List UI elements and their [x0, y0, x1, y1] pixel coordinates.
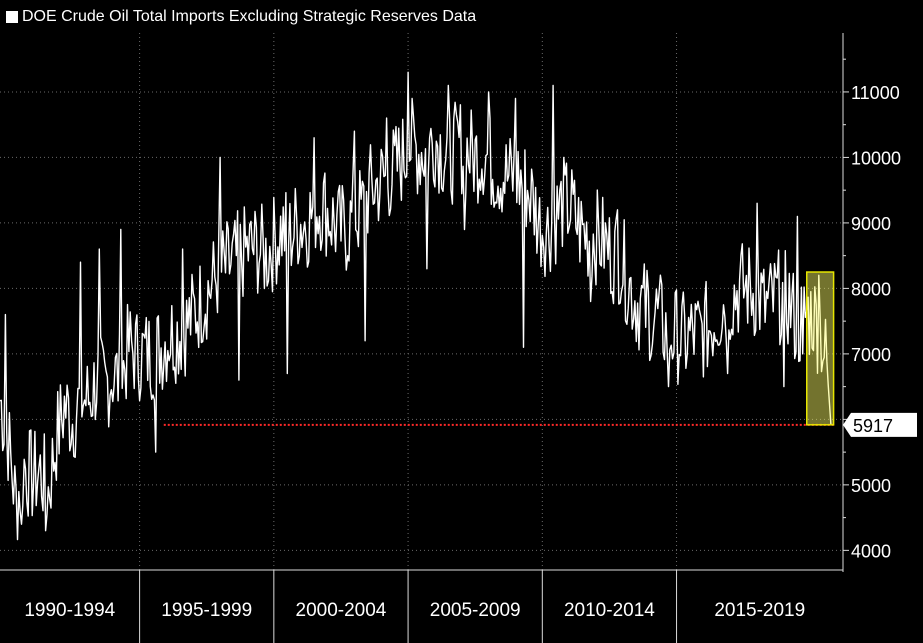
highlight-box	[806, 271, 835, 426]
legend-swatch	[6, 11, 18, 23]
x-tick-label: 2005-2009	[430, 600, 521, 621]
axis-layer: 4000 5000 7000 8000 9000 10000 11000 5917 1990-1…	[0, 33, 917, 643]
x-tick-label: 2000-2004	[296, 600, 387, 621]
series-layer	[0, 71, 832, 541]
x-tick-label: 1990-1994	[24, 600, 115, 621]
last-value-tag	[843, 412, 917, 437]
x-tick-label: 1995-1999	[161, 600, 252, 621]
chart-title: DOE Crude Oil Total Imports Excluding St…	[22, 8, 477, 25]
highlight-layer	[163, 271, 835, 426]
x-tick-label: 2010-2014	[564, 600, 655, 621]
series-line	[0, 71, 832, 541]
x-tick-label: 2015-2019	[714, 600, 805, 621]
y-tick-label: 5000	[851, 476, 891, 496]
grid-layer	[0, 33, 843, 570]
y-tick-label: 11000	[851, 83, 900, 103]
y-tick-label: 4000	[851, 541, 891, 561]
y-tick-label: 7000	[851, 345, 891, 365]
y-tick-label: 8000	[851, 279, 891, 299]
chart-legend: DOE Crude Oil Total Imports Excluding St…	[6, 8, 476, 26]
y-tick-label: 10000	[851, 148, 901, 168]
y-tick-label: 9000	[851, 214, 891, 234]
last-value-label: 5917	[853, 416, 893, 436]
